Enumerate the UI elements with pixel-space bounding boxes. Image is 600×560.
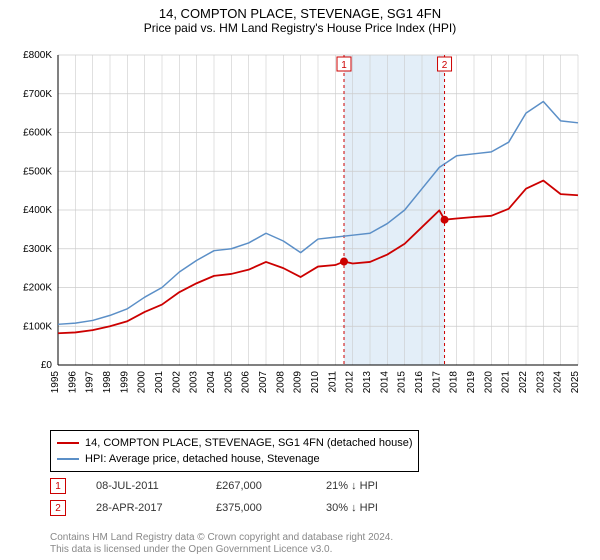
sale-price: £375,000 [216, 502, 296, 514]
svg-text:1996: 1996 [67, 371, 78, 394]
svg-text:2004: 2004 [206, 371, 217, 394]
svg-text:2013: 2013 [362, 371, 373, 394]
root: 14, COMPTON PLACE, STEVENAGE, SG1 4FN Pr… [0, 0, 600, 560]
svg-text:2021: 2021 [501, 371, 512, 394]
svg-text:£0: £0 [41, 360, 53, 371]
legend-label: HPI: Average price, detached house, Stev… [85, 451, 320, 467]
legend-item: HPI: Average price, detached house, Stev… [57, 451, 412, 467]
svg-text:2000: 2000 [137, 371, 148, 394]
svg-text:2025: 2025 [570, 371, 581, 394]
attribution-line: This data is licensed under the Open Gov… [50, 544, 393, 556]
sale-diff: 30% ↓ HPI [326, 502, 416, 514]
svg-text:2018: 2018 [449, 371, 460, 394]
svg-text:2006: 2006 [241, 371, 252, 394]
svg-text:2009: 2009 [293, 371, 304, 394]
attribution-line: Contains HM Land Registry data © Crown c… [50, 532, 393, 544]
sales-row: 1 08-JUL-2011 £267,000 21% ↓ HPI [50, 475, 416, 497]
svg-text:2: 2 [442, 60, 448, 71]
svg-text:2008: 2008 [275, 371, 286, 394]
sales-row: 2 28-APR-2017 £375,000 30% ↓ HPI [50, 497, 416, 519]
legend: 14, COMPTON PLACE, STEVENAGE, SG1 4FN (d… [50, 430, 419, 472]
svg-text:£200K: £200K [23, 283, 52, 294]
legend-swatch [57, 458, 79, 460]
svg-text:2005: 2005 [223, 371, 234, 394]
svg-text:2023: 2023 [535, 371, 546, 394]
svg-text:2011: 2011 [327, 371, 338, 393]
svg-text:2020: 2020 [483, 371, 494, 394]
svg-text:2019: 2019 [466, 371, 477, 394]
svg-text:£800K: £800K [23, 50, 52, 61]
svg-text:2007: 2007 [258, 371, 269, 394]
page-subtitle: Price paid vs. HM Land Registry's House … [0, 21, 600, 35]
sale-date: 28-APR-2017 [96, 502, 186, 514]
svg-text:£600K: £600K [23, 128, 52, 139]
svg-text:£300K: £300K [23, 244, 52, 255]
legend-swatch [57, 442, 79, 444]
attribution: Contains HM Land Registry data © Crown c… [50, 532, 393, 556]
svg-text:2022: 2022 [518, 371, 529, 394]
svg-text:2024: 2024 [553, 371, 564, 394]
svg-text:2017: 2017 [431, 371, 442, 394]
svg-text:2002: 2002 [171, 371, 182, 394]
svg-text:2003: 2003 [189, 371, 200, 394]
svg-text:1995: 1995 [50, 371, 61, 394]
sale-marker-icon: 1 [50, 478, 66, 494]
svg-text:2001: 2001 [154, 371, 165, 394]
sale-marker-icon: 2 [50, 500, 66, 516]
sale-date: 08-JUL-2011 [96, 480, 186, 492]
sale-diff: 21% ↓ HPI [326, 480, 416, 492]
chart-area: £0 £100K £200K £300K £400K £500K £600K £700K £80… [8, 45, 592, 425]
svg-text:1998: 1998 [102, 371, 113, 394]
svg-text:1999: 1999 [119, 371, 130, 394]
legend-item: 14, COMPTON PLACE, STEVENAGE, SG1 4FN (d… [57, 435, 412, 451]
svg-text:2016: 2016 [414, 371, 425, 394]
sale-price: £267,000 [216, 480, 296, 492]
svg-text:1997: 1997 [85, 371, 96, 394]
svg-text:2012: 2012 [345, 371, 356, 394]
svg-text:£700K: £700K [23, 89, 52, 100]
legend-label: 14, COMPTON PLACE, STEVENAGE, SG1 4FN (d… [85, 435, 412, 451]
svg-text:£400K: £400K [23, 205, 52, 216]
svg-text:2014: 2014 [379, 371, 390, 394]
svg-text:2015: 2015 [397, 371, 408, 394]
svg-text:2010: 2010 [310, 371, 321, 394]
page-title: 14, COMPTON PLACE, STEVENAGE, SG1 4FN [0, 0, 600, 21]
svg-text:£100K: £100K [23, 321, 52, 332]
price-chart: £0 £100K £200K £300K £400K £500K £600K £700K £80… [8, 45, 592, 425]
svg-text:1: 1 [341, 60, 347, 71]
svg-text:£500K: £500K [23, 166, 52, 177]
sales-table: 1 08-JUL-2011 £267,000 21% ↓ HPI 2 28-AP… [50, 475, 416, 519]
